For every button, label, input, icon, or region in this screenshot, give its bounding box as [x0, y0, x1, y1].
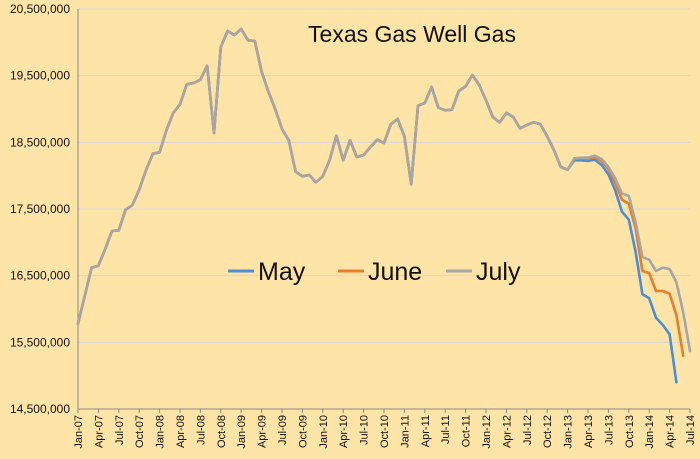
x-tick-label-29: Apr-14 — [665, 415, 677, 448]
x-tick-label-20: Jan-12 — [481, 415, 493, 449]
x-tick-label-11: Oct-09 — [297, 415, 309, 448]
series-line-may — [76, 27, 678, 384]
x-tick-label-14: Jul-10 — [359, 415, 371, 445]
x-tick-label-2: Jul-07 — [114, 415, 126, 445]
x-tick-label-28: Jan-14 — [644, 415, 656, 449]
x-tick-label-10: Jul-09 — [277, 415, 289, 445]
chart-title: Texas Gas Well Gas — [308, 21, 516, 47]
y-tick-label-4: 18,500,000 — [10, 135, 70, 149]
gridlines — [78, 8, 690, 410]
series-lines — [76, 27, 692, 384]
x-tick-label-19: Oct-11 — [461, 415, 473, 447]
x-tick-label-3: Oct-07 — [134, 415, 146, 448]
x-tick-label-0: Jan-07 — [73, 415, 85, 449]
x-tick-label-13: Apr-10 — [338, 415, 350, 448]
y-tick-label-1: 15,500,000 — [10, 335, 70, 349]
x-tick-label-26: Jul-13 — [603, 415, 615, 445]
legend-label-june: June — [368, 258, 422, 286]
legend: May June July — [228, 258, 521, 286]
x-tick-label-1: Apr-07 — [93, 415, 105, 448]
y-tick-label-5: 19,500,000 — [10, 69, 70, 83]
y-tick-label-2: 16,500,000 — [10, 269, 70, 283]
x-tick-label-24: Jan-13 — [563, 415, 575, 449]
series-line-july — [76, 27, 692, 353]
x-tick-label-8: Jan-09 — [236, 415, 248, 449]
x-tick-label-25: Apr-13 — [583, 415, 595, 448]
x-tick-label-15: Oct-10 — [379, 415, 391, 448]
x-tick-label-17: Apr-11 — [420, 415, 432, 447]
y-axis-tick-labels: 14,500,000 15,500,000 16,500,000 17,500,000… — [10, 2, 70, 416]
x-tick-label-16: Jan-11 — [399, 415, 411, 448]
x-tick-label-7: Oct-08 — [216, 415, 228, 448]
x-tick-label-21: Apr-12 — [501, 415, 513, 448]
x-tick-label-5: Apr-08 — [175, 415, 187, 448]
y-tick-label-0: 14,500,000 — [10, 402, 70, 416]
legend-label-may: May — [258, 258, 306, 286]
x-tick-label-27: Oct-13 — [624, 415, 636, 448]
x-tick-label-6: Jul-08 — [195, 415, 207, 445]
x-tick-label-12: Jan-10 — [318, 415, 330, 449]
x-tick-label-30: Jul-14 — [685, 415, 697, 445]
legend-label-july: July — [476, 258, 521, 286]
x-tick-label-23: Oct-12 — [542, 415, 554, 448]
x-axis-tick-labels: Jan-07 Apr-07 Jul-07 Oct-07 Jan-08 Apr-08 Jul-… — [73, 409, 697, 449]
x-tick-label-18: Jul-11 — [440, 415, 452, 444]
series-line-june — [76, 27, 685, 358]
x-tick-label-9: Apr-09 — [257, 415, 269, 448]
x-tick-label-22: Jul-12 — [522, 415, 534, 445]
x-tick-label-4: Jan-08 — [155, 415, 167, 449]
y-tick-label-3: 17,500,000 — [10, 202, 70, 216]
y-tick-label-6: 20,500,000 — [10, 2, 70, 16]
